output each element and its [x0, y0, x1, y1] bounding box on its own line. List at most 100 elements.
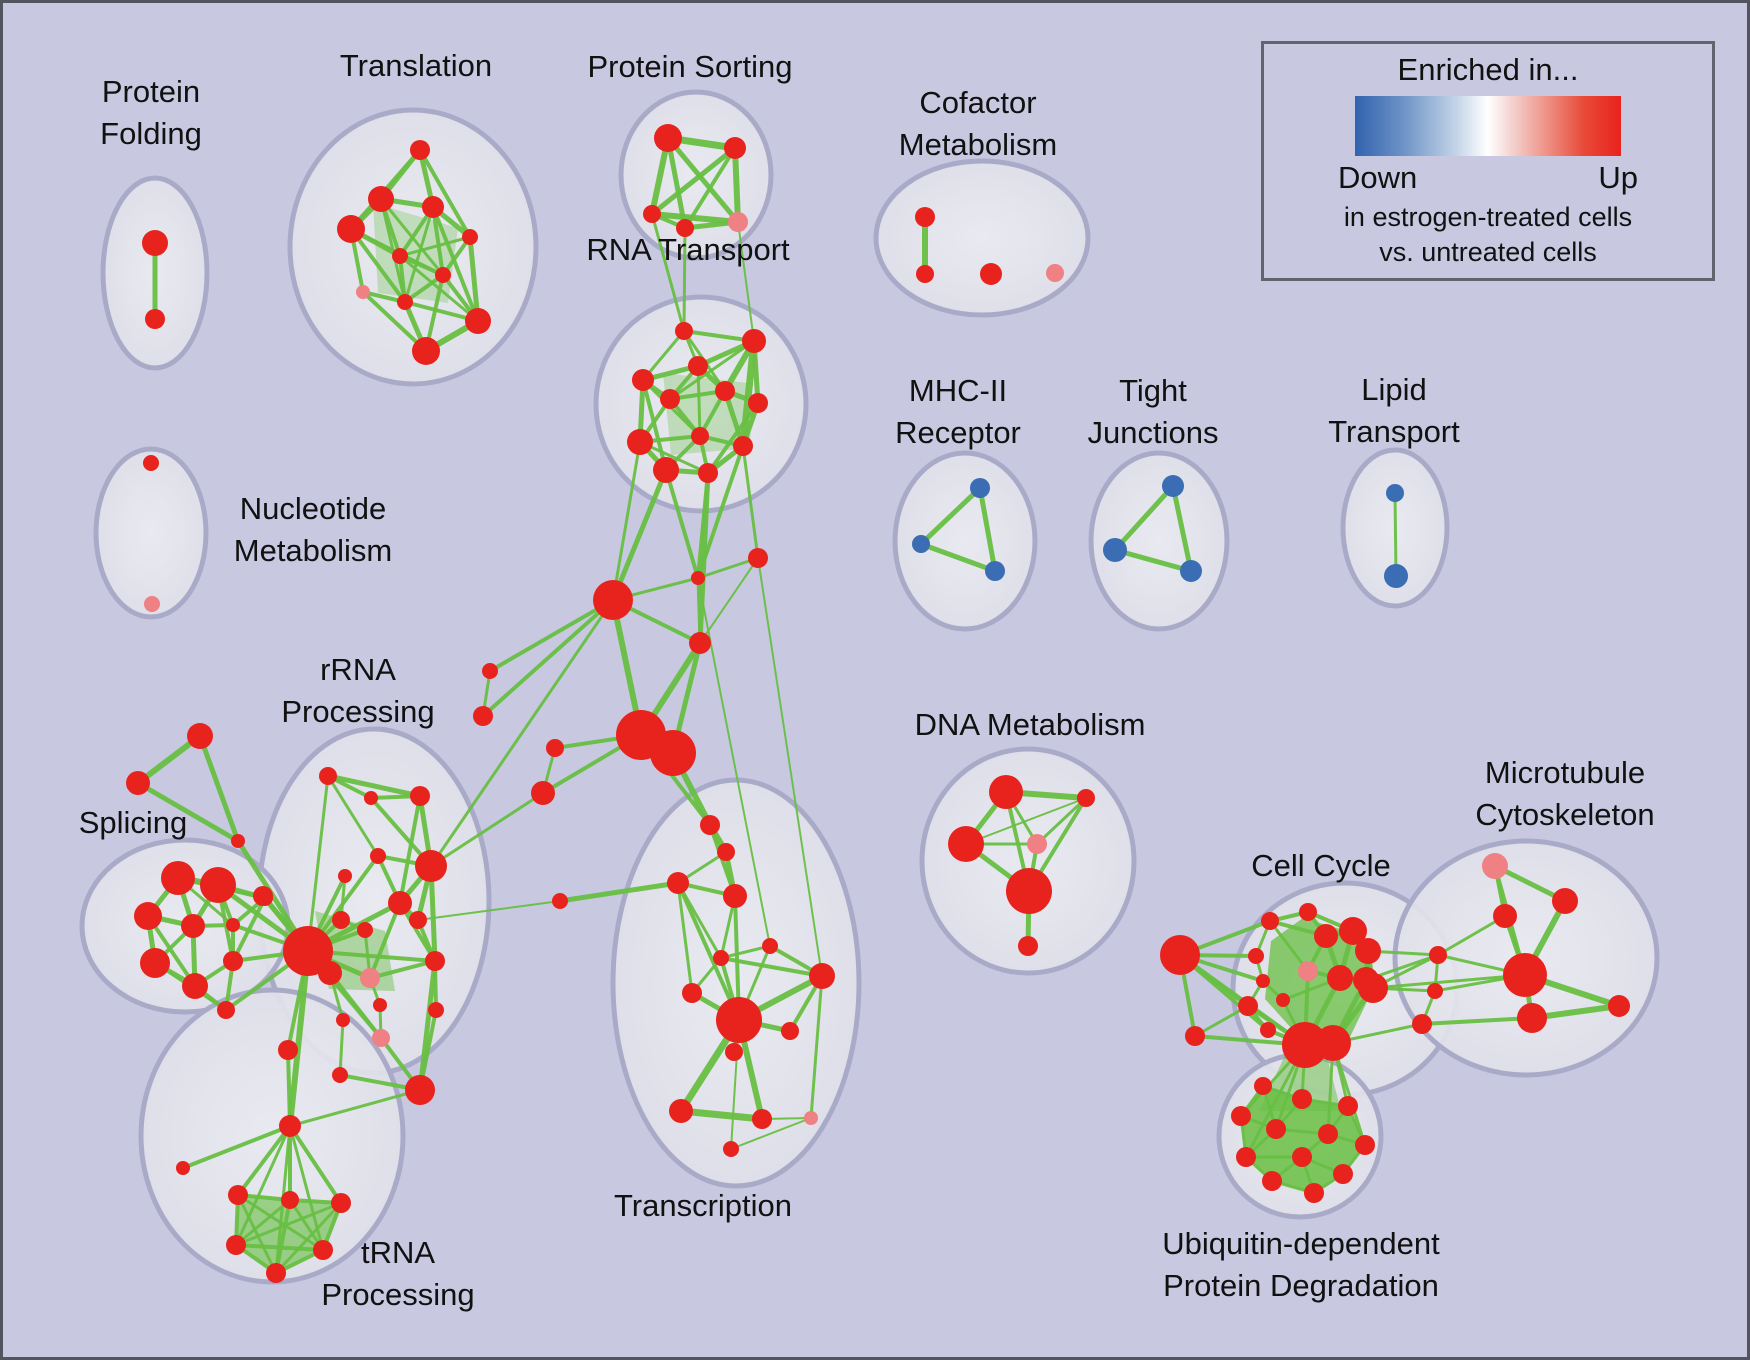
node-rr4[interactable] — [415, 850, 447, 882]
node-tc9[interactable] — [781, 1022, 799, 1040]
node-sp2[interactable] — [134, 902, 162, 930]
node-ub6[interactable] — [1355, 1135, 1375, 1155]
node-lp1[interactable] — [1384, 564, 1408, 588]
node-ub9[interactable] — [1333, 1164, 1353, 1184]
node-rr0[interactable] — [319, 767, 337, 785]
node-pf1[interactable] — [145, 309, 165, 329]
node-tr6[interactable] — [435, 267, 451, 283]
node-rr16[interactable] — [336, 1013, 350, 1027]
node-cc14[interactable] — [1282, 1022, 1328, 1068]
node-tj0[interactable] — [1162, 475, 1184, 497]
node-ps2[interactable] — [643, 205, 661, 223]
node-lp0[interactable] — [1386, 484, 1404, 502]
node-ub2[interactable] — [1231, 1106, 1251, 1126]
node-cf1[interactable] — [916, 265, 934, 283]
node-cf2[interactable] — [980, 263, 1002, 285]
node-cc8[interactable] — [1327, 965, 1353, 991]
node-cc13[interactable] — [1260, 1022, 1276, 1038]
node-conn2[interactable] — [1427, 983, 1443, 999]
node-mt1[interactable] — [1552, 888, 1578, 914]
node-tc12[interactable] — [752, 1109, 772, 1129]
node-sp8[interactable] — [223, 951, 243, 971]
node-nm0[interactable] — [143, 455, 159, 471]
node-tc8[interactable] — [716, 997, 762, 1043]
node-ub11[interactable] — [1304, 1183, 1324, 1203]
node-rt4[interactable] — [660, 389, 680, 409]
node-mc3[interactable] — [689, 632, 711, 654]
node-mh0[interactable] — [970, 478, 990, 498]
node-tr0[interactable] — [410, 140, 430, 160]
node-tr8[interactable] — [397, 294, 413, 310]
node-tn2[interactable] — [331, 1193, 351, 1213]
node-tr10[interactable] — [412, 337, 440, 365]
node-ub10[interactable] — [1262, 1171, 1282, 1191]
node-ta0[interactable] — [279, 1115, 301, 1137]
node-cc15[interactable] — [1315, 1025, 1351, 1061]
node-dm2[interactable] — [948, 826, 984, 862]
node-ps1[interactable] — [724, 137, 746, 159]
node-tc0[interactable] — [700, 815, 720, 835]
node-tr5[interactable] — [392, 248, 408, 264]
node-tn0[interactable] — [228, 1185, 248, 1205]
node-tc5[interactable] — [713, 950, 729, 966]
node-rr6[interactable] — [253, 886, 273, 906]
node-H2[interactable] — [650, 730, 696, 776]
node-rt6[interactable] — [748, 393, 768, 413]
node-tc2[interactable] — [667, 872, 689, 894]
node-tj1[interactable] — [1103, 538, 1127, 562]
node-mt5[interactable] — [1608, 995, 1630, 1017]
node-rr1[interactable] — [364, 791, 378, 805]
node-rr8[interactable] — [357, 922, 373, 938]
node-nm1[interactable] — [144, 596, 160, 612]
node-st0[interactable] — [187, 723, 213, 749]
node-ub7[interactable] — [1236, 1147, 1256, 1167]
node-sp9[interactable] — [217, 1001, 235, 1019]
node-rr5[interactable] — [338, 869, 352, 883]
node-tn1[interactable] — [281, 1191, 299, 1209]
node-ps4[interactable] — [728, 212, 748, 232]
node-mcL4[interactable] — [482, 663, 498, 679]
node-rt7[interactable] — [691, 427, 709, 445]
node-tc13[interactable] — [804, 1111, 818, 1125]
node-tc7[interactable] — [682, 983, 702, 1003]
node-tc10[interactable] — [725, 1043, 743, 1061]
node-ub8[interactable] — [1292, 1147, 1312, 1167]
node-mcL2[interactable] — [531, 781, 555, 805]
node-rr18[interactable] — [405, 1075, 435, 1105]
node-tc11[interactable] — [669, 1099, 693, 1123]
node-ub5[interactable] — [1318, 1124, 1338, 1144]
node-dm5[interactable] — [1018, 936, 1038, 956]
node-tc6[interactable] — [809, 963, 835, 989]
node-bigL[interactable] — [1160, 935, 1200, 975]
node-ps0[interactable] — [654, 124, 682, 152]
node-cc3[interactable] — [1314, 924, 1338, 948]
node-tr4[interactable] — [462, 229, 478, 245]
node-pf0[interactable] — [142, 230, 168, 256]
node-mcL3[interactable] — [552, 893, 568, 909]
node-rt10[interactable] — [653, 457, 679, 483]
node-conn3[interactable] — [1412, 1014, 1432, 1034]
node-dm4[interactable] — [1006, 868, 1052, 914]
node-sp3[interactable] — [181, 914, 205, 938]
node-tc14[interactable] — [723, 1141, 739, 1157]
node-rr10[interactable] — [409, 911, 427, 929]
node-tc1[interactable] — [717, 843, 735, 861]
node-tc3[interactable] — [723, 884, 747, 908]
node-cf0[interactable] — [915, 207, 935, 227]
node-hub[interactable] — [283, 926, 333, 976]
node-st1[interactable] — [126, 771, 150, 795]
node-cc10[interactable] — [1238, 996, 1258, 1016]
node-dm3[interactable] — [1027, 834, 1047, 854]
node-mc1[interactable] — [748, 548, 768, 568]
node-cc4[interactable] — [1339, 917, 1367, 945]
node-sp4[interactable] — [226, 918, 240, 932]
node-tr3[interactable] — [337, 215, 365, 243]
node-mc0[interactable] — [691, 571, 705, 585]
node-tn5[interactable] — [266, 1263, 286, 1283]
node-mt3[interactable] — [1503, 953, 1547, 997]
node-mc2[interactable] — [593, 580, 633, 620]
node-sp0[interactable] — [161, 861, 195, 895]
node-rt11[interactable] — [698, 463, 718, 483]
node-rr3[interactable] — [370, 848, 386, 864]
node-rt3[interactable] — [632, 369, 654, 391]
